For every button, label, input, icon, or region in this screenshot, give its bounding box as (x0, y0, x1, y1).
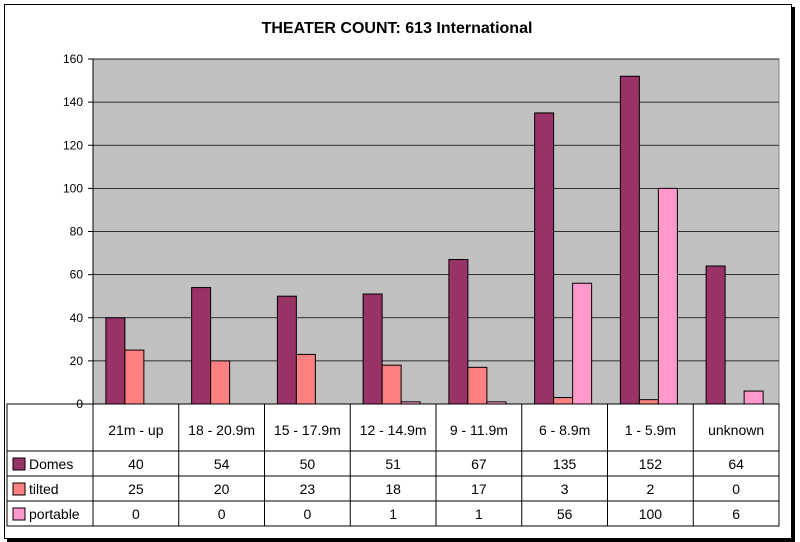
y-tick-label: 60 (70, 268, 84, 282)
data-label: 135 (553, 456, 577, 472)
data-label: 6 (732, 506, 740, 522)
y-tick-label: 20 (70, 354, 84, 368)
bar-portable-5 (572, 282, 593, 405)
bar-tilted-1 (210, 360, 231, 405)
category-label: 9 - 11.9m (450, 422, 508, 438)
bar-tilted-3 (381, 364, 402, 405)
legend-swatch-portable (12, 507, 26, 521)
data-label: 1 (389, 506, 397, 522)
bar-portable-6 (657, 187, 678, 405)
bar-domes-7 (705, 265, 726, 405)
legend-swatch-domes (12, 457, 26, 471)
data-label: 2 (646, 481, 654, 497)
data-label: 17 (471, 481, 487, 497)
y-tick-label: 40 (70, 311, 84, 325)
data-label: 56 (557, 506, 573, 522)
category-label: 12 - 14.9m (360, 422, 427, 438)
y-tick-label: 80 (70, 225, 84, 239)
bar-domes-0 (105, 317, 126, 405)
bar-domes-6 (619, 75, 640, 405)
data-label: 0 (218, 506, 226, 522)
data-label: 152 (639, 456, 663, 472)
data-label: 54 (214, 456, 230, 472)
bar-tilted-4 (467, 366, 488, 405)
data-label: 100 (639, 506, 663, 522)
y-tick-label: 120 (63, 138, 83, 152)
bar-domes-1 (191, 287, 212, 405)
category-label: 15 - 17.9m (274, 422, 341, 438)
data-label: 40 (128, 456, 144, 472)
data-label: 25 (128, 481, 144, 497)
bar-domes-2 (276, 295, 297, 405)
y-tick-label: 160 (63, 52, 83, 66)
data-label: 3 (561, 481, 569, 497)
y-tick-label: 140 (63, 95, 83, 109)
y-tick-label: 100 (63, 181, 83, 195)
bar-domes-5 (534, 112, 555, 405)
bar-domes-4 (448, 259, 469, 405)
data-label: 50 (300, 456, 316, 472)
data-label: 64 (728, 456, 744, 472)
legend-swatch-tilted (12, 482, 26, 496)
chart-title: THEATER COUNT: 613 International (261, 20, 533, 37)
legend-label-domes: Domes (29, 456, 73, 472)
category-label: 18 - 20.9m (188, 422, 255, 438)
bar-tilted-5 (553, 397, 574, 405)
category-label: unknown (708, 422, 764, 438)
data-label: 51 (385, 456, 401, 472)
legend-label-tilted: tilted (29, 481, 59, 497)
bar-tilted-6 (638, 399, 659, 405)
category-label: 21m - up (108, 422, 163, 438)
data-label: 0 (732, 481, 740, 497)
data-label: 0 (132, 506, 140, 522)
data-label: 18 (385, 481, 401, 497)
data-label: 20 (214, 481, 230, 497)
data-label: 67 (471, 456, 487, 472)
category-label: 1 - 5.9m (625, 422, 676, 438)
data-label: 1 (475, 506, 483, 522)
bar-tilted-2 (295, 353, 316, 405)
data-label: 23 (300, 481, 316, 497)
legend-label-portable: portable (29, 506, 80, 522)
bar-tilted-0 (124, 349, 145, 405)
data-label: 0 (303, 506, 311, 522)
bar-domes-3 (362, 293, 383, 405)
bar-portable-7 (743, 390, 764, 405)
category-label: 6 - 8.9m (539, 422, 590, 438)
